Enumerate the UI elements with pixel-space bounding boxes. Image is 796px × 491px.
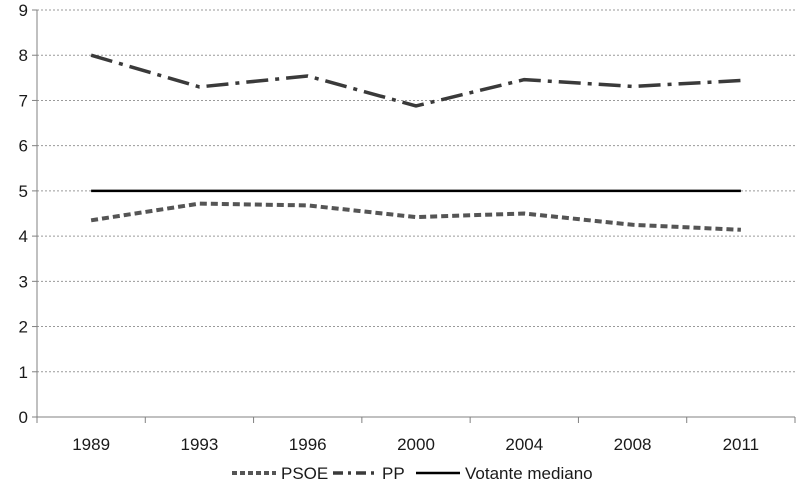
- x-tick-label: 2011: [723, 435, 760, 454]
- x-tick-label: 2000: [397, 435, 435, 454]
- axis-layer: [32, 9, 796, 423]
- y-tick-label: 4: [19, 227, 28, 246]
- series-line-psoe: [90, 201, 741, 232]
- series-line-pp: [90, 53, 741, 108]
- legend-label: PSOE: [281, 464, 328, 483]
- y-tick-label: 3: [19, 272, 28, 291]
- y-tick-label: 6: [19, 137, 28, 156]
- x-tick-label: 1993: [181, 435, 219, 454]
- y-tick-label: 7: [19, 91, 28, 110]
- x-tick-label: 2008: [614, 435, 652, 454]
- y-tick-label: 1: [19, 363, 28, 382]
- label-layer: 0 1 2 3 4 5 6 7 8 9 1989 1993 1996 2000 2004 2008 2011: [19, 1, 760, 454]
- y-tick-label: 9: [19, 1, 28, 20]
- series-layer: [90, 53, 741, 232]
- y-tick-label: 0: [19, 408, 28, 427]
- legend-label: PP: [382, 464, 405, 483]
- y-tick-label: 5: [19, 182, 28, 201]
- legend-label: Votante mediano: [465, 464, 593, 483]
- x-tick-label: 2004: [505, 435, 543, 454]
- x-tick-label: 1989: [72, 435, 110, 454]
- y-tick-label: 2: [19, 318, 28, 337]
- x-tick-label: 1996: [289, 435, 327, 454]
- legend: PSOE PP Votante mediano: [232, 464, 593, 483]
- y-tick-label: 8: [19, 46, 28, 65]
